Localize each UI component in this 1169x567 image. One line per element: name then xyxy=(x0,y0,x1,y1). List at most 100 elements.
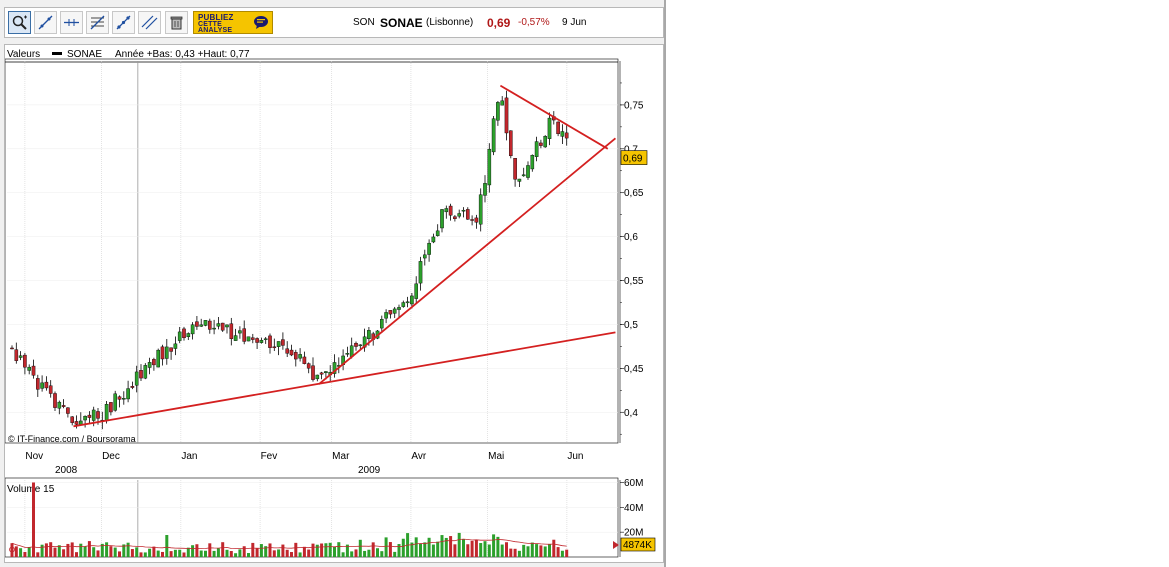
volume-bar xyxy=(505,542,508,557)
fibonacci-tool-button[interactable] xyxy=(86,11,109,34)
y-tick-label: 0,5 xyxy=(624,320,638,331)
candlestick xyxy=(238,326,242,339)
candlestick xyxy=(427,239,431,262)
volume-bar xyxy=(513,548,517,557)
volume-bar xyxy=(36,552,40,557)
candlestick xyxy=(212,319,216,335)
candlestick xyxy=(380,315,384,333)
volume-bar xyxy=(517,550,521,557)
candle-body xyxy=(332,362,337,374)
volume-bar xyxy=(548,543,551,557)
candle-body xyxy=(156,349,161,368)
volume-bar xyxy=(384,537,388,557)
candle-body xyxy=(44,381,49,389)
volume-bar xyxy=(139,552,143,557)
candlestick xyxy=(302,351,307,365)
candle-body xyxy=(380,318,384,329)
channel-tool-icon xyxy=(116,15,131,30)
volume-bar xyxy=(216,548,220,557)
candle-body xyxy=(207,320,212,330)
chart-panel[interactable]: Nov Dec Jan Fev Mar Avr Mai Jun 2008 2009 0,75 0,7 0… xyxy=(4,44,664,563)
trendline-3 xyxy=(499,84,609,150)
volume-bar xyxy=(234,553,238,557)
volume-bar xyxy=(556,547,560,557)
delete-button[interactable] xyxy=(165,11,188,34)
candle-body xyxy=(530,154,535,170)
volume-bar xyxy=(324,543,328,557)
candle-body xyxy=(289,349,294,356)
candle-body xyxy=(324,371,328,374)
candlestick xyxy=(311,357,315,382)
candlestick xyxy=(298,348,302,362)
channel-tool-button[interactable] xyxy=(112,11,135,34)
volume-bar xyxy=(113,547,117,557)
candle-body xyxy=(345,353,350,355)
volume-bar xyxy=(496,536,500,557)
candlestick xyxy=(526,161,530,180)
candlestick xyxy=(36,374,40,397)
last-price: 0,69 xyxy=(487,16,511,30)
volume-bar xyxy=(251,542,255,557)
candlestick xyxy=(44,376,49,391)
volume-y-tick-label: 40M xyxy=(624,503,643,514)
candle-body xyxy=(255,338,259,343)
volume-y-tick-label: 60M xyxy=(624,478,643,489)
volume-bar xyxy=(44,543,48,557)
candlestick xyxy=(560,124,565,145)
candlestick xyxy=(534,136,539,162)
volume-bar xyxy=(500,544,504,557)
candlestick xyxy=(294,349,298,367)
price-legend-label: Valeurs xyxy=(7,49,40,60)
volume-bar xyxy=(272,550,276,557)
candle-body xyxy=(285,348,290,354)
chart-application: PUBLIEZ CETTE ANALYSE SON SONAE (Lisbonn… xyxy=(0,0,666,567)
legend-swatch xyxy=(52,52,62,55)
candle-body xyxy=(435,230,440,236)
candlestick xyxy=(345,346,350,357)
candle-body xyxy=(10,347,14,350)
candlestick xyxy=(207,318,212,334)
horizontal-line-tool-button[interactable] xyxy=(60,11,83,34)
candlestick xyxy=(431,233,436,244)
candle-body xyxy=(392,308,397,314)
volume-bar xyxy=(212,550,216,557)
candle-body xyxy=(444,208,449,213)
candlestick xyxy=(53,391,57,411)
volume-bar xyxy=(354,549,358,557)
volume-bar xyxy=(225,549,229,557)
candlestick xyxy=(509,130,513,159)
candle-body xyxy=(302,356,307,364)
price-change: -0,57% xyxy=(518,17,550,28)
trendline-tool-button[interactable] xyxy=(34,11,57,34)
volume-bar xyxy=(178,549,182,557)
candlestick xyxy=(496,101,500,126)
candlestick xyxy=(513,157,517,187)
candlestick xyxy=(10,345,14,350)
candlestick xyxy=(315,374,320,382)
volume-bar xyxy=(539,545,543,557)
parallel-lines-tool-icon xyxy=(141,15,158,30)
candlestick xyxy=(444,205,449,219)
x-month-label-avr: Avr xyxy=(411,451,426,462)
volume-bar xyxy=(169,551,173,557)
candle-body xyxy=(36,378,40,390)
last-volume-marker-label: 4874K xyxy=(623,540,652,551)
volume-bar xyxy=(277,549,281,557)
zoom-tool-button[interactable] xyxy=(8,11,31,34)
candle-body xyxy=(354,342,358,347)
candlestick xyxy=(276,341,281,356)
candlestick xyxy=(332,354,337,378)
candle-body xyxy=(53,393,57,408)
volume-bar xyxy=(221,542,225,557)
candle-body xyxy=(229,323,234,339)
volume-bar xyxy=(79,543,83,557)
zoom-tool-icon xyxy=(12,15,27,30)
publish-analysis-banner[interactable]: PUBLIEZ CETTE ANALYSE xyxy=(193,11,273,34)
parallel-lines-tool-button[interactable] xyxy=(138,11,161,34)
candle-body xyxy=(177,331,182,341)
candle-body xyxy=(61,405,66,407)
candle-body xyxy=(242,328,247,342)
x-year-label-2009: 2009 xyxy=(358,465,381,476)
candle-body xyxy=(483,183,487,196)
candlestick xyxy=(521,167,526,177)
